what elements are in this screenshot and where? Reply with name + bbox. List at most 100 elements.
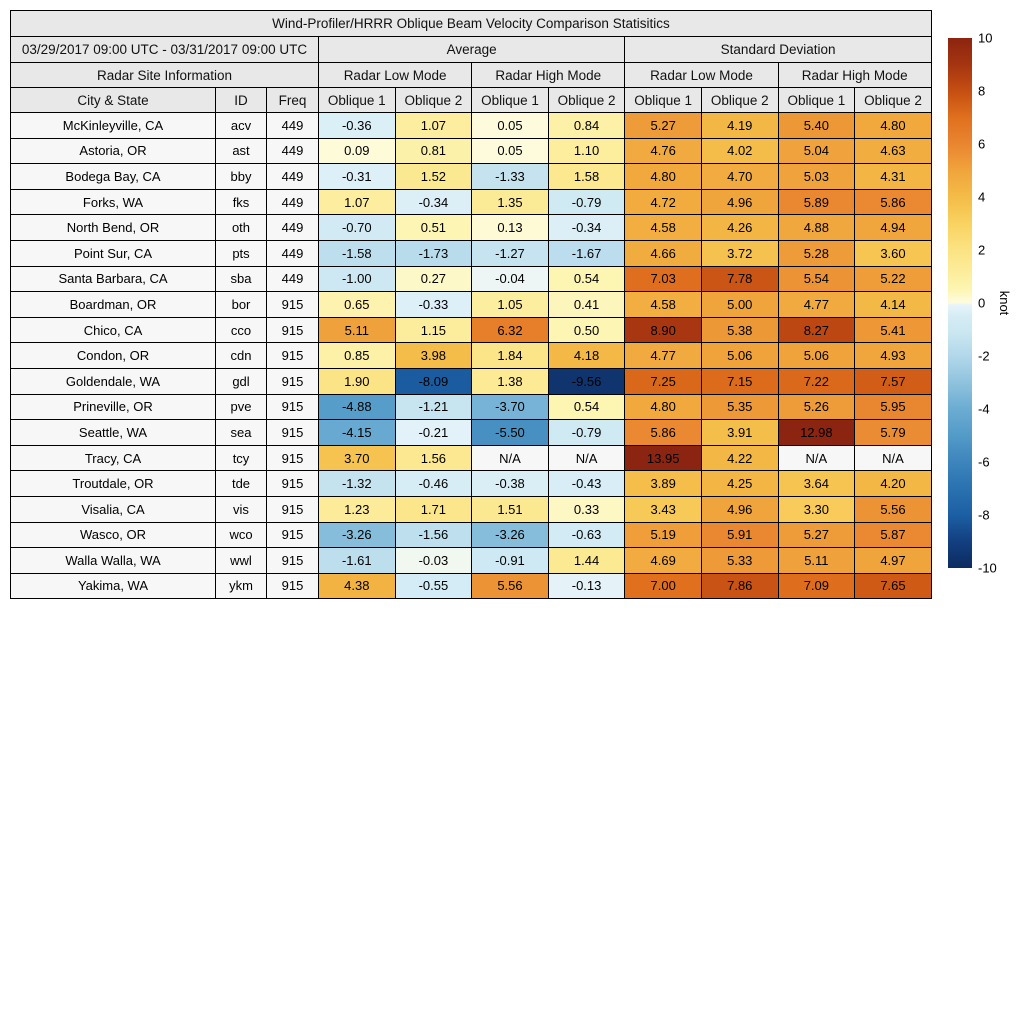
table-row: Astoria, ORast4490.090.810.051.104.764.0… — [11, 138, 932, 164]
value-cell: 5.56 — [472, 573, 549, 599]
value-cell: 1.07 — [395, 113, 472, 139]
value-cell: 1.58 — [548, 164, 625, 190]
table-row: Chico, CAcco9155.111.156.320.508.905.388… — [11, 317, 932, 343]
city-cell: Walla Walla, WA — [11, 548, 216, 574]
value-cell: 0.09 — [319, 138, 396, 164]
value-cell: -0.33 — [395, 292, 472, 318]
value-cell: 5.95 — [855, 394, 932, 420]
value-cell: 1.15 — [395, 317, 472, 343]
colorbar-tick-label: 10 — [978, 31, 992, 46]
value-cell: -3.26 — [472, 522, 549, 548]
table-row: Prineville, ORpve915-4.88-1.21-3.700.544… — [11, 394, 932, 420]
value-cell: 4.72 — [625, 189, 702, 215]
value-cell: 1.23 — [319, 496, 396, 522]
value-cell: 1.56 — [395, 445, 472, 471]
id-cell: pts — [216, 240, 267, 266]
colorbar-tick-label: -8 — [978, 508, 990, 523]
table-title: Wind-Profiler/HRRR Oblique Beam Velocity… — [11, 11, 932, 37]
value-cell: 7.22 — [778, 368, 855, 394]
value-cell: 4.58 — [625, 292, 702, 318]
id-cell: fks — [216, 189, 267, 215]
value-cell: -4.88 — [319, 394, 396, 420]
value-cell: 13.95 — [625, 445, 702, 471]
id-cell: oth — [216, 215, 267, 241]
value-cell: 0.33 — [548, 496, 625, 522]
city-cell: McKinleyville, CA — [11, 113, 216, 139]
value-cell: 5.28 — [778, 240, 855, 266]
id-cell: sba — [216, 266, 267, 292]
value-cell: -1.21 — [395, 394, 472, 420]
colorbar-tick-label: -2 — [978, 349, 990, 364]
table-row: Seattle, WAsea915-4.15-0.21-5.50-0.795.8… — [11, 420, 932, 446]
col-city-state: City & State — [11, 88, 216, 113]
value-cell: 0.85 — [319, 343, 396, 369]
colorbar-tick-label: 0 — [978, 296, 985, 311]
table-row: Wasco, ORwco915-3.26-1.56-3.26-0.635.195… — [11, 522, 932, 548]
value-cell: 4.80 — [625, 394, 702, 420]
value-cell: -0.21 — [395, 420, 472, 446]
value-cell: 5.04 — [778, 138, 855, 164]
id-cell: pve — [216, 394, 267, 420]
value-cell: -0.79 — [548, 420, 625, 446]
value-cell: 3.43 — [625, 496, 702, 522]
value-cell: 5.27 — [625, 113, 702, 139]
table-row: Tracy, CAtcy9153.701.56N/AN/A13.954.22N/… — [11, 445, 932, 471]
value-cell: 5.91 — [701, 522, 778, 548]
freq-cell: 915 — [267, 548, 319, 574]
col-oblique1: Oblique 1 — [778, 88, 855, 113]
value-cell: -0.55 — [395, 573, 472, 599]
value-cell: 0.41 — [548, 292, 625, 318]
value-cell: -1.58 — [319, 240, 396, 266]
freq-cell: 449 — [267, 240, 319, 266]
value-cell: 5.11 — [778, 548, 855, 574]
value-cell: 7.86 — [701, 573, 778, 599]
city-cell: Wasco, OR — [11, 522, 216, 548]
value-cell: 3.91 — [701, 420, 778, 446]
value-cell: -5.50 — [472, 420, 549, 446]
table-row: Condon, ORcdn9150.853.981.844.184.775.06… — [11, 343, 932, 369]
table-row: Boardman, ORbor9150.65-0.331.050.414.585… — [11, 292, 932, 318]
value-cell: 7.57 — [855, 368, 932, 394]
freq-cell: 449 — [267, 164, 319, 190]
value-cell: 3.70 — [319, 445, 396, 471]
value-cell: 4.80 — [625, 164, 702, 190]
value-cell: 0.54 — [548, 266, 625, 292]
group-site-info: Radar Site Information — [11, 63, 319, 88]
stats-table: Wind-Profiler/HRRR Oblique Beam Velocity… — [10, 10, 932, 599]
value-cell: 5.19 — [625, 522, 702, 548]
table-row: Point Sur, CApts449-1.58-1.73-1.27-1.674… — [11, 240, 932, 266]
freq-cell: 915 — [267, 317, 319, 343]
group-sd-low-mode: Radar Low Mode — [625, 63, 778, 88]
value-cell: 5.33 — [701, 548, 778, 574]
group-avg-high-mode: Radar High Mode — [472, 63, 625, 88]
colorbar-tick-label: 8 — [978, 84, 985, 99]
freq-cell: 449 — [267, 266, 319, 292]
value-cell: 5.54 — [778, 266, 855, 292]
value-cell: 1.51 — [472, 496, 549, 522]
value-cell: 1.35 — [472, 189, 549, 215]
colorbar-tick-label: -6 — [978, 455, 990, 470]
value-cell: 3.30 — [778, 496, 855, 522]
value-cell: 1.71 — [395, 496, 472, 522]
col-oblique1: Oblique 1 — [472, 88, 549, 113]
value-cell: 5.11 — [319, 317, 396, 343]
table-row: Goldendale, WAgdl9151.90-8.091.38-9.567.… — [11, 368, 932, 394]
value-cell: -1.67 — [548, 240, 625, 266]
value-cell: 4.77 — [778, 292, 855, 318]
value-cell: 1.05 — [472, 292, 549, 318]
city-cell: Seattle, WA — [11, 420, 216, 446]
value-cell: -0.46 — [395, 471, 472, 497]
value-cell: 0.50 — [548, 317, 625, 343]
value-cell: 4.02 — [701, 138, 778, 164]
group-avg-low-mode: Radar Low Mode — [319, 63, 472, 88]
value-cell: 0.54 — [548, 394, 625, 420]
col-oblique2: Oblique 2 — [395, 88, 472, 113]
freq-cell: 915 — [267, 368, 319, 394]
value-cell: -0.36 — [319, 113, 396, 139]
city-cell: Astoria, OR — [11, 138, 216, 164]
id-cell: cdn — [216, 343, 267, 369]
freq-cell: 915 — [267, 445, 319, 471]
id-cell: wwl — [216, 548, 267, 574]
id-cell: wco — [216, 522, 267, 548]
group-average: Average — [319, 37, 625, 63]
